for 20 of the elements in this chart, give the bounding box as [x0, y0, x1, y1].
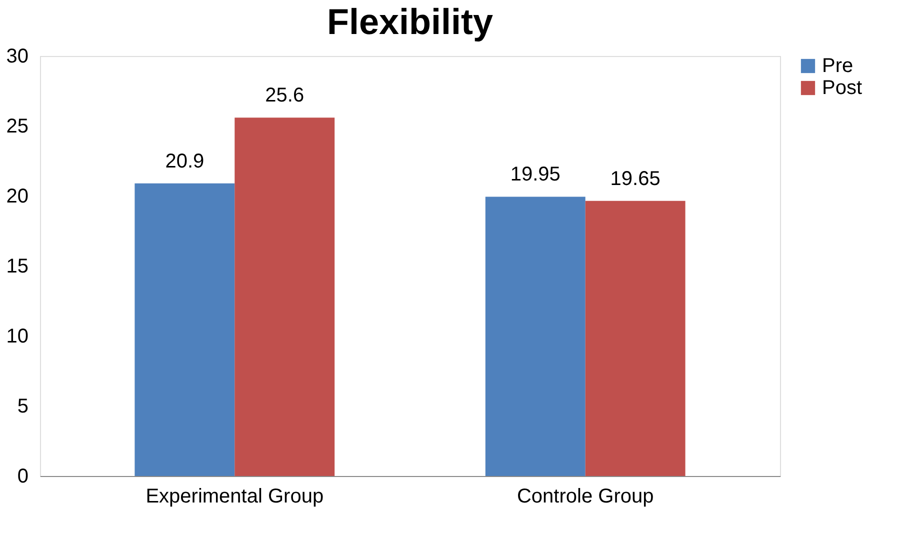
x-tick-label: Experimental Group [146, 486, 324, 508]
y-tick-label: 0 [17, 466, 28, 488]
legend-label: Pre [822, 55, 854, 77]
bar [585, 200, 686, 476]
y-tick-label: 5 [17, 396, 28, 418]
x-tick-label: Controle Group [516, 486, 654, 508]
bar [134, 183, 235, 476]
chart-title: Flexibility [326, 1, 494, 42]
y-tick-label: 25 [6, 116, 28, 138]
bar [485, 196, 586, 476]
y-tick-label: 10 [6, 326, 28, 348]
legend-label: Post [822, 77, 862, 99]
data-label: 20.9 [165, 150, 204, 172]
y-tick-label: 20 [6, 186, 28, 208]
data-label: 25.6 [265, 84, 304, 107]
y-tick-label: 30 [6, 46, 28, 68]
bar [234, 118, 335, 476]
data-label: 19.95 [510, 164, 560, 186]
y-tick-label: 15 [6, 256, 28, 278]
data-label: 19.65 [610, 168, 660, 190]
